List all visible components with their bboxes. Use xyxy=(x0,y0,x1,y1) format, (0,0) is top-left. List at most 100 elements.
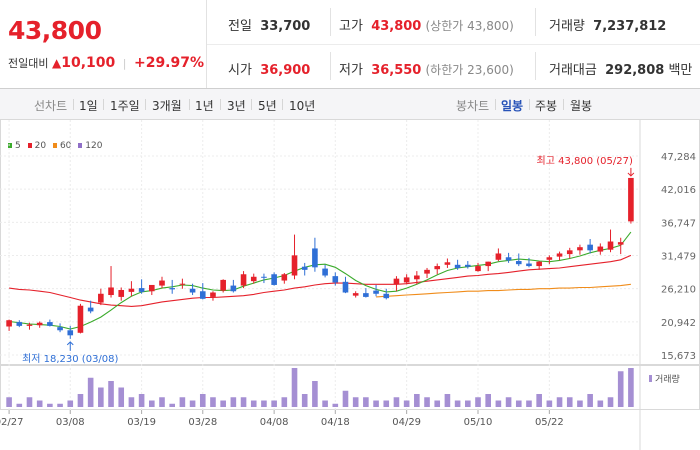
volume-bar xyxy=(617,371,624,407)
tab-3m[interactable]: 3개월 xyxy=(152,99,182,113)
tab-weekly[interactable]: 주봉 xyxy=(535,99,558,113)
tab-daily[interactable]: 일봉 xyxy=(501,99,524,113)
prev-close: 전일 33,700 xyxy=(228,15,310,34)
volume-bar xyxy=(57,403,63,407)
legend-ma5-label: 5 xyxy=(15,141,21,151)
volume-bar xyxy=(536,394,542,407)
tab-1y[interactable]: 1년 xyxy=(195,99,214,113)
candle-body xyxy=(566,250,573,255)
volume-bar xyxy=(87,377,94,407)
change-value: 10,100 xyxy=(61,55,116,71)
volume-bar xyxy=(393,397,400,407)
tab-5y[interactable]: 5년 xyxy=(258,99,277,113)
candle-body xyxy=(434,266,441,270)
candle-body xyxy=(515,261,522,265)
volume-bar xyxy=(128,397,135,407)
tab-3y[interactable]: 3년 xyxy=(227,99,246,113)
volume-bar xyxy=(26,397,33,407)
date-tick-label: 03/08 xyxy=(56,417,85,428)
volume-bar xyxy=(526,400,532,407)
date-tick-label: 03/19 xyxy=(127,417,156,428)
low-value: 36,550 xyxy=(371,63,422,78)
low-annotation: 최저 18,230 (03/08) xyxy=(22,353,118,365)
candle-body xyxy=(322,268,328,276)
open-label: 시가 xyxy=(228,63,252,78)
candle-body xyxy=(587,244,593,251)
volume-bar xyxy=(271,400,277,407)
volume-bar xyxy=(373,400,379,407)
candle-body xyxy=(210,292,216,297)
volume-bar xyxy=(597,400,604,407)
candle-body xyxy=(179,283,186,285)
tab-1w[interactable]: 1주일 xyxy=(110,99,140,113)
candle-body xyxy=(475,266,481,272)
price-axis-label: 42,016 xyxy=(661,185,696,196)
volume-bar xyxy=(465,400,471,407)
candle-body xyxy=(271,274,277,285)
candle-body xyxy=(220,279,226,291)
date-tick-label: 03/28 xyxy=(188,417,217,428)
candle-body xyxy=(199,291,206,299)
prev-close-value: 33,700 xyxy=(260,19,311,34)
tab-1d[interactable]: 1일 xyxy=(79,99,98,113)
low-arrow-icon xyxy=(66,341,74,351)
candle-body xyxy=(16,322,23,326)
candle-body xyxy=(577,247,583,251)
price-axis-label: 47,284 xyxy=(661,152,696,163)
candle-body xyxy=(240,274,247,286)
tab-10y[interactable]: 10년 xyxy=(289,99,316,113)
volume-bar xyxy=(16,403,23,407)
volume-bar xyxy=(485,394,491,407)
volume-bar xyxy=(240,397,247,407)
tab-monthly[interactable]: 월봉 xyxy=(570,99,593,113)
volume-bar xyxy=(383,400,390,407)
volume-bar xyxy=(332,403,339,407)
date-tick-label: 04/08 xyxy=(260,417,289,428)
candle-body xyxy=(57,327,63,331)
candle-body xyxy=(281,274,288,281)
candle-body xyxy=(424,269,430,274)
candle-body xyxy=(128,288,135,292)
date-tick-label: 02/27 xyxy=(0,417,24,428)
volume-bar xyxy=(108,381,114,407)
volume-bar xyxy=(6,397,12,407)
ma5-line xyxy=(9,231,632,330)
candle-body xyxy=(36,322,43,326)
candle-body xyxy=(536,261,542,267)
date-tick-label: 04/29 xyxy=(392,417,421,428)
amount-value: 292,808 xyxy=(605,63,665,78)
volume-bar xyxy=(47,403,53,407)
volume-bar xyxy=(220,400,226,407)
candle-body xyxy=(138,288,145,292)
volume-bar xyxy=(414,394,420,407)
volume-bar xyxy=(230,397,237,407)
volume-bar xyxy=(261,400,267,407)
volume-bar xyxy=(556,397,563,407)
price-axis-label: 26,210 xyxy=(661,285,696,296)
price-change: 전일대비 ▲10,100 | +29.97% xyxy=(8,55,205,71)
trade-amount: 거래대금 292,808 백만 xyxy=(549,59,692,78)
volume-bar xyxy=(505,397,512,407)
open-value: 36,900 xyxy=(260,63,311,78)
candle-body xyxy=(546,257,553,260)
candle-body xyxy=(291,255,298,276)
legend-ma20: 20 xyxy=(24,141,46,151)
legend-ma120: 120 xyxy=(74,141,102,151)
volume-bar xyxy=(403,400,410,407)
current-price: 43,800 xyxy=(8,16,102,45)
volume-bar xyxy=(454,400,461,407)
legend-ma120-label: 120 xyxy=(85,141,103,151)
high-value: 43,800 xyxy=(371,19,422,34)
volume-bar xyxy=(546,400,553,407)
volume-bar xyxy=(322,400,328,407)
price-axis-label: 20,942 xyxy=(661,318,696,329)
ma60-line xyxy=(376,283,631,298)
candle-body xyxy=(108,287,114,296)
volume-bar xyxy=(250,400,257,407)
candle-body xyxy=(77,305,84,333)
volume-bar xyxy=(363,397,369,407)
candle-body xyxy=(261,276,267,278)
candle-body xyxy=(363,293,369,297)
date-tick-label: 04/18 xyxy=(321,417,350,428)
